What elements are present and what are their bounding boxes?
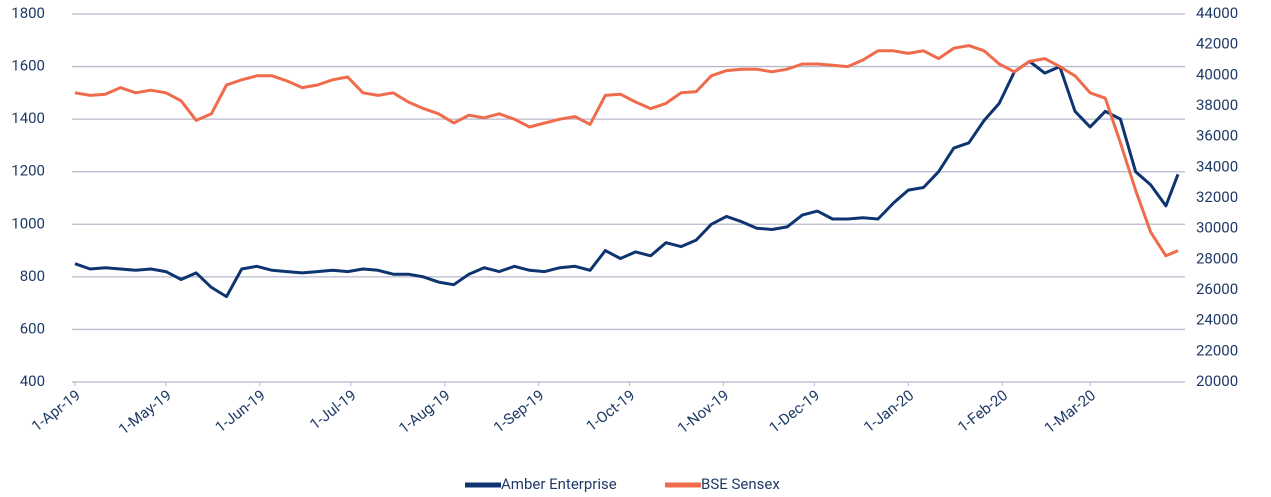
x-tick-label: 1-Apr-19	[28, 386, 84, 435]
y-tick-label: 400	[20, 372, 45, 390]
x-tick-label: 1-Jul-19	[306, 386, 359, 433]
y2-tick-label: 40000	[1196, 65, 1238, 83]
x-tick-label: 1-Mar-20	[1041, 386, 1099, 437]
x-tick-label: 1-Sep-19	[490, 386, 547, 436]
series-line	[74, 44, 1179, 258]
y2-tick-label: 26000	[1196, 280, 1238, 298]
y2-tick-label: 24000	[1196, 311, 1238, 329]
y-tick-label: 1200	[11, 162, 45, 180]
y-tick-label: 800	[20, 267, 45, 285]
y2-tick-label: 22000	[1196, 341, 1238, 359]
x-tick-label: 1-Nov-19	[674, 386, 732, 437]
legend-label: BSE Sensex	[701, 475, 780, 493]
y2-tick-label: 32000	[1196, 188, 1238, 206]
series-line	[74, 59, 1180, 299]
legend-label: Amber Enterprise	[501, 475, 617, 493]
y2-tick-label: 34000	[1196, 157, 1238, 175]
x-tick-label: 1-Dec-19	[766, 386, 824, 437]
y2-tick-label: 20000	[1196, 372, 1238, 390]
y-tick-label: 1000	[11, 214, 45, 232]
x-tick-label: 1-Feb-20	[954, 386, 1011, 436]
y2-tick-label: 42000	[1196, 35, 1238, 53]
x-tick-label: 1-Jun-19	[212, 386, 269, 436]
y2-tick-label: 38000	[1196, 96, 1238, 114]
y2-tick-label: 36000	[1196, 127, 1238, 145]
y-tick-label: 1400	[11, 109, 45, 127]
y2-tick-label: 30000	[1196, 219, 1238, 237]
x-tick-label: 1-May-19	[115, 386, 175, 438]
y2-tick-label: 44000	[1196, 4, 1238, 22]
y2-tick-label: 28000	[1196, 249, 1238, 267]
x-tick-label: 1-Jan-20	[860, 386, 917, 436]
y-tick-label: 1800	[11, 4, 45, 22]
y-tick-label: 600	[20, 319, 45, 337]
x-tick-label: 1-Aug-19	[395, 386, 453, 437]
y-tick-label: 1600	[11, 57, 45, 75]
x-tick-label: 1-Oct-19	[583, 386, 639, 435]
